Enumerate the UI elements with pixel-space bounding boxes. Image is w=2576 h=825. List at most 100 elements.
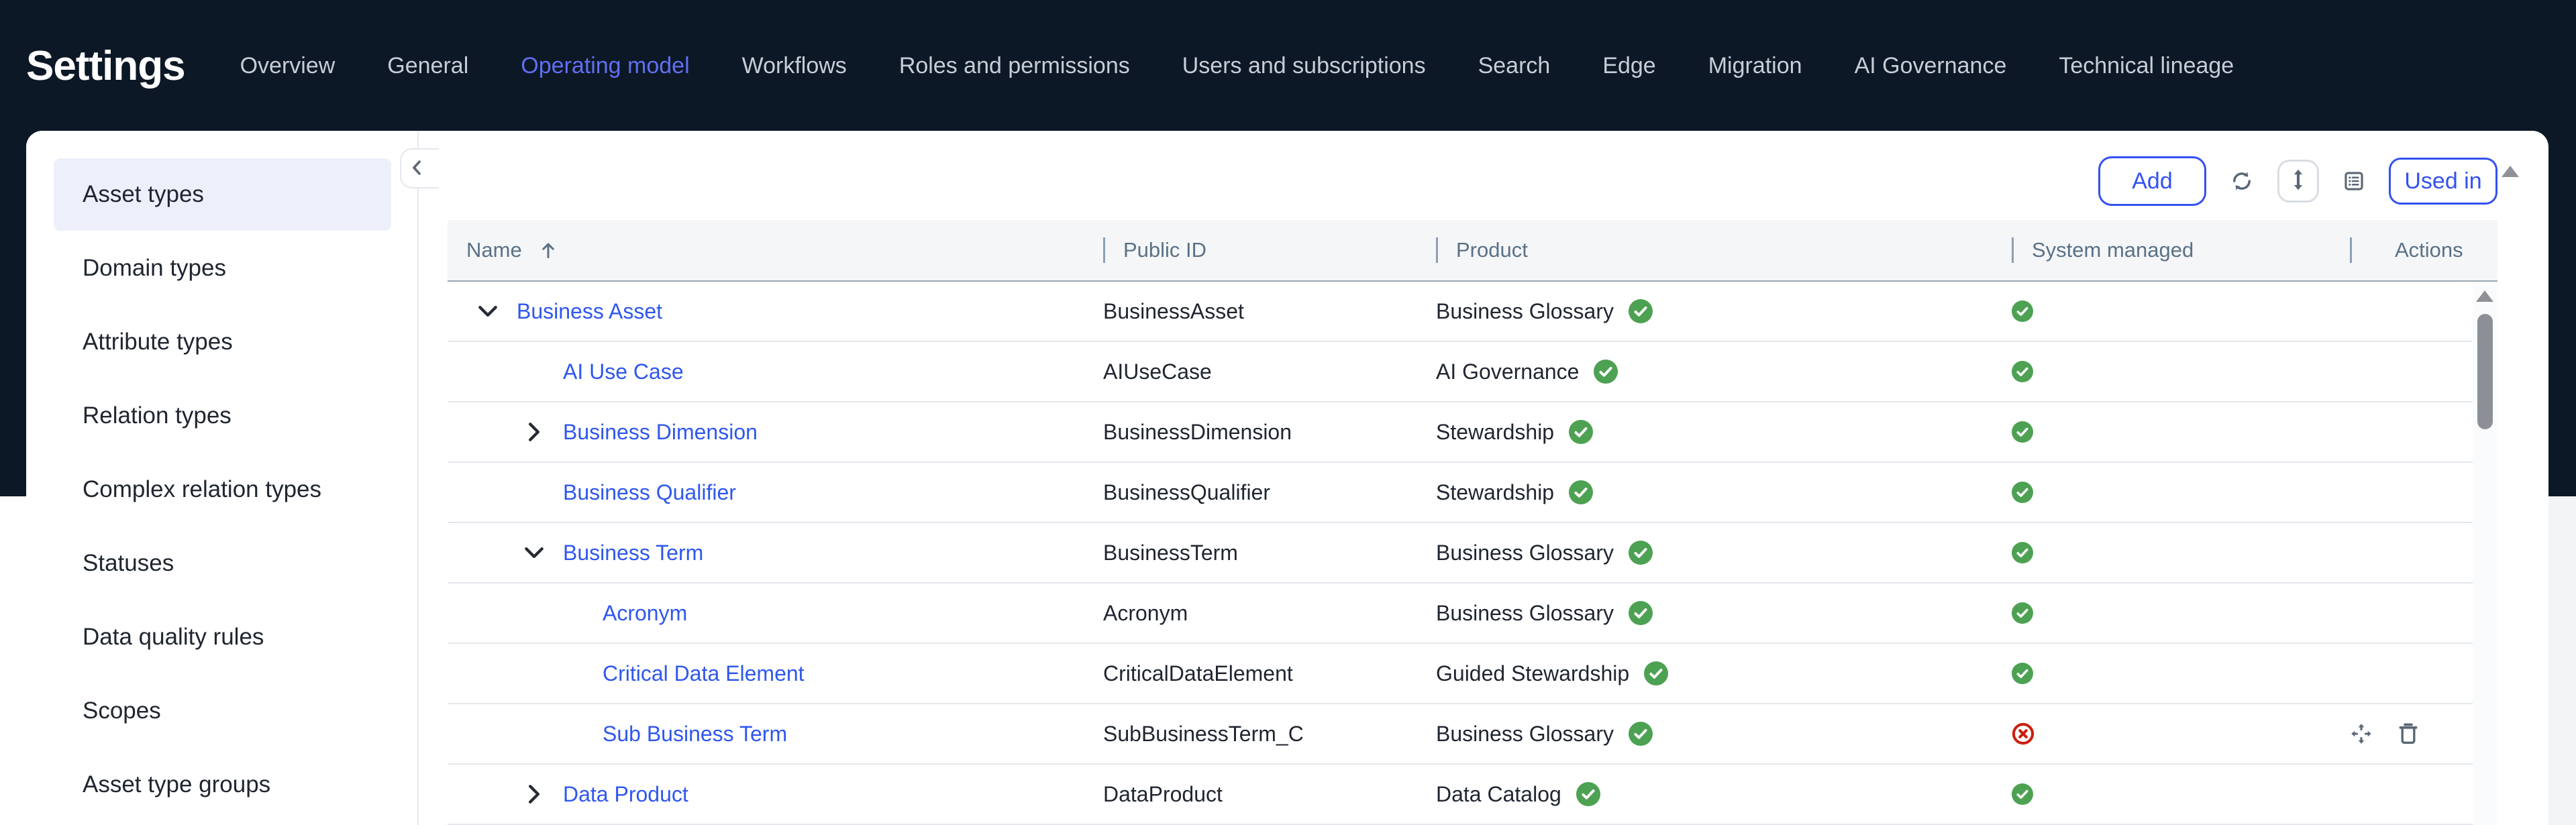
page-scroll-up-arrow[interactable] — [2502, 166, 2519, 177]
sidebar-item-complex-relation-types[interactable]: Complex relation types — [83, 476, 321, 502]
tab-ai-governance[interactable]: AI Governance — [1854, 52, 2007, 78]
name-cell: Sub Business Term — [448, 704, 1083, 763]
check-circle-icon — [1628, 299, 1653, 323]
actions-cell — [2313, 402, 2497, 461]
product-cell: Data Catalog — [1415, 765, 1984, 824]
asset-type-link[interactable]: Critical Data Element — [603, 661, 805, 685]
product-label: Business Glossary — [1436, 600, 1614, 625]
product-cell: Business Glossary — [1415, 584, 1984, 643]
column-header-system-managed[interactable]: System managed — [1984, 220, 2313, 280]
column-separator — [1436, 237, 1438, 263]
tab-overview[interactable]: Overview — [240, 52, 336, 78]
check-circle-icon — [2012, 542, 2033, 563]
row-height-button[interactable] — [2277, 160, 2319, 203]
arrows-vertical-icon — [2289, 168, 2308, 195]
product-label: Business Glossary — [1436, 540, 1614, 565]
actions-cell — [2313, 463, 2497, 522]
chevron-right-icon[interactable] — [524, 784, 544, 804]
public-id-cell: BusinessDimension — [1103, 419, 1292, 444]
table-row-acronym: Acronym Acronym Business Glossary — [448, 584, 2497, 644]
tab-users-and-subscriptions[interactable]: Users and subscriptions — [1182, 52, 1426, 78]
table-header: Name Public ID Product System managed Action… — [448, 220, 2497, 282]
product-label: Stewardship — [1436, 419, 1555, 444]
asset-type-link[interactable]: Data Product — [563, 781, 688, 806]
column-header-public-id[interactable]: Public ID — [1083, 220, 1415, 280]
page-title: Settings — [26, 42, 186, 89]
check-circle-icon — [2012, 783, 2033, 805]
scrollbar-thumb[interactable] — [2477, 314, 2493, 429]
used-in-button[interactable]: Used in — [2389, 158, 2497, 205]
check-circle-icon — [2012, 663, 2033, 684]
sidebar-item-relation-types[interactable]: Relation types — [83, 402, 231, 429]
table-scrollbar[interactable] — [2473, 283, 2497, 825]
sidebar: Asset types Domain types Attribute types Re… — [26, 131, 419, 825]
chevron-down-icon[interactable] — [478, 305, 498, 318]
system-managed-cell — [1984, 402, 2313, 461]
name-cell: Business Term — [448, 523, 1083, 582]
asset-type-link[interactable]: Sub Business Term — [603, 721, 788, 746]
sidebar-item-statuses[interactable]: Statuses — [83, 550, 174, 576]
tab-edge[interactable]: Edge — [1602, 52, 1656, 78]
actions-cell — [2313, 342, 2497, 401]
actions-cell — [2313, 584, 2497, 643]
public-id-cell: CriticalDataElement — [1103, 661, 1293, 685]
sidebar-item-domain-types[interactable]: Domain types — [83, 255, 226, 281]
top-navigation: Settings Overview General Operating model W… — [26, 0, 2234, 131]
asset-type-link[interactable]: Acronym — [603, 600, 688, 625]
sidebar-collapse-button[interactable] — [400, 148, 439, 188]
name-cell: AI Use Case — [448, 342, 1083, 401]
name-cell: Business Dimension — [448, 402, 1083, 461]
table-row-business-dimension: Business Dimension BusinessDimension Stewa… — [448, 402, 2497, 463]
asset-type-link[interactable]: Business Dimension — [563, 419, 758, 444]
trash-icon[interactable] — [2398, 722, 2419, 745]
tab-workflows[interactable]: Workflows — [741, 52, 847, 78]
check-circle-icon — [1628, 601, 1653, 625]
asset-type-link[interactable]: Business Asset — [517, 298, 662, 323]
page-right-gutter — [2548, 496, 2576, 825]
name-cell: Data Product — [448, 765, 1083, 824]
asset-type-link[interactable]: Business Term — [563, 540, 704, 565]
sidebar-item-data-quality-rules[interactable]: Data quality rules — [83, 624, 264, 650]
product-cell: Business Glossary — [1415, 523, 1984, 582]
tab-technical-lineage[interactable]: Technical lineage — [2059, 52, 2234, 78]
settings-card: Asset types Domain types Attribute types Re… — [26, 131, 2548, 825]
column-separator — [2350, 237, 2352, 263]
column-separator — [2012, 237, 2014, 263]
public-id-cell: DataProduct — [1103, 781, 1223, 806]
tab-migration[interactable]: Migration — [1708, 52, 1802, 78]
column-header-name[interactable]: Name — [448, 220, 1083, 280]
asset-type-link[interactable]: Business Qualifier — [563, 480, 736, 504]
move-icon[interactable] — [2350, 722, 2373, 745]
check-circle-icon — [2012, 300, 2033, 322]
sidebar-item-asset-type-groups[interactable]: Asset type groups — [83, 771, 271, 798]
name-cell: Critical Data Element — [448, 644, 1083, 703]
public-id-cell: Acronym — [1103, 600, 1188, 625]
tab-roles-and-permissions[interactable]: Roles and permissions — [898, 52, 1130, 78]
actions-cell — [2313, 644, 2497, 703]
tab-search[interactable]: Search — [1478, 52, 1551, 78]
name-cell: Acronym — [448, 584, 1083, 643]
sidebar-item-attribute-types[interactable]: Attribute types — [83, 329, 233, 355]
asset-type-link[interactable]: AI Use Case — [563, 359, 684, 384]
tab-operating-model[interactable]: Operating model — [521, 52, 690, 78]
check-circle-icon — [1569, 480, 1594, 504]
refresh-icon[interactable] — [2230, 169, 2254, 193]
column-header-product[interactable]: Product — [1415, 220, 1984, 280]
add-button[interactable]: Add — [2098, 156, 2206, 206]
tab-general[interactable]: General — [387, 52, 469, 78]
toolbar: Add — [2098, 156, 2497, 206]
list-view-icon[interactable] — [2342, 170, 2365, 192]
check-circle-icon — [2012, 361, 2033, 382]
column-label: Actions — [2395, 238, 2463, 262]
product-label: Data Catalog — [1436, 781, 1561, 806]
table-row-ai-use-case: AI Use Case AIUseCase AI Governance — [448, 342, 2497, 402]
table-row-critical-data-element: Critical Data Element CriticalDataElement… — [448, 644, 2497, 704]
sidebar-item-scopes[interactable]: Scopes — [83, 698, 161, 724]
product-label: Business Glossary — [1436, 298, 1614, 323]
sidebar-item-asset-types[interactable]: Asset types — [54, 158, 391, 231]
scrollbar-up-arrow[interactable] — [2476, 290, 2493, 302]
chevron-right-icon[interactable] — [524, 422, 544, 442]
chevron-down-icon[interactable] — [524, 546, 544, 559]
table-row-business-asset: Business Asset BusinessAsset Business Glos… — [448, 282, 2497, 342]
column-header-actions[interactable]: Actions — [2313, 220, 2497, 280]
